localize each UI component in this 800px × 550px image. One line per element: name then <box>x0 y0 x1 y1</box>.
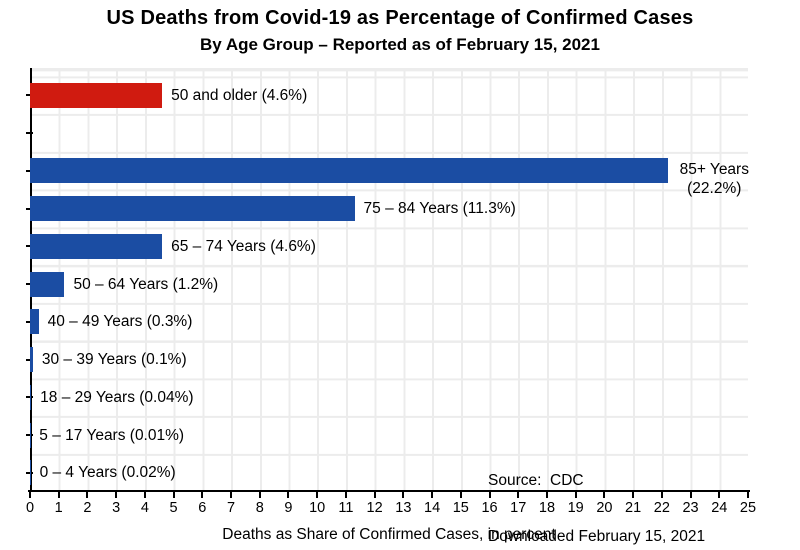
x-axis-tick <box>402 492 405 498</box>
bar <box>30 309 39 335</box>
bar-label: 0 – 4 Years (0.02%) <box>39 464 176 482</box>
x-axis-tick <box>718 492 721 498</box>
x-axis-tick <box>287 492 290 498</box>
y-axis-tick <box>26 320 33 323</box>
x-axis-tick <box>230 492 233 498</box>
x-tick-label: 19 <box>567 500 584 516</box>
x-tick-label: 0 <box>25 500 35 516</box>
y-axis-tick <box>26 434 33 437</box>
bar-label: 40 – 49 Years (0.3%) <box>47 313 193 331</box>
x-axis-tick <box>115 492 118 498</box>
x-axis-tick <box>660 492 663 498</box>
x-axis-tick <box>545 492 548 498</box>
plot-area: 50 and older (4.6%) 85+ Years (22.2%) 75 –… <box>26 68 756 516</box>
bar <box>30 460 31 486</box>
y-axis-tick <box>26 471 33 474</box>
y-axis-tick <box>26 396 33 399</box>
x-axis-line <box>28 490 750 492</box>
bar <box>30 233 163 259</box>
bar <box>30 347 33 373</box>
x-axis-title: Deaths as Share of Confirmed Cases, in p… <box>222 526 556 543</box>
x-axis-tick <box>344 492 347 498</box>
y-axis-tick <box>26 169 33 172</box>
bar-label: 85+ Years (22.2%) <box>679 161 749 197</box>
x-axis-tick <box>172 492 175 498</box>
y-axis-tick <box>26 207 33 210</box>
x-axis-tick <box>316 492 319 498</box>
x-tick-label: 18 <box>538 500 556 516</box>
y-axis-tick <box>26 245 33 248</box>
bar <box>30 158 668 184</box>
bar-label: 65 – 74 Years (4.6%) <box>171 237 316 255</box>
bar-label: 50 – 64 Years (1.2%) <box>73 275 219 293</box>
x-tick-label: 13 <box>395 500 412 516</box>
chart-subtitle: By Age Group – Reported as of February 1… <box>200 35 600 54</box>
x-axis-tick <box>488 492 491 498</box>
x-tick-label: 16 <box>481 500 498 516</box>
bar-label: 5 – 17 Years (0.01%) <box>39 426 185 444</box>
x-axis-tick <box>201 492 204 498</box>
x-tick-label: 10 <box>309 500 326 516</box>
x-axis-tick <box>747 492 749 498</box>
x-tick-label: 22 <box>653 500 670 516</box>
bar <box>30 271 65 297</box>
x-tick-label: 23 <box>682 500 699 516</box>
x-tick-label: 17 <box>510 500 527 516</box>
y-axis-tick <box>26 283 33 286</box>
x-axis-tick <box>689 492 692 498</box>
x-axis-tick <box>603 492 606 498</box>
x-axis-tick <box>143 492 146 498</box>
x-tick-label: 24 <box>711 500 728 516</box>
x-tick-label: 4 <box>140 500 149 516</box>
x-axis-tick <box>57 492 60 498</box>
x-tick-label: 8 <box>255 500 264 516</box>
x-tick-label: 7 <box>226 500 236 516</box>
x-axis-tick <box>29 492 31 498</box>
x-tick-label: 6 <box>198 500 207 516</box>
x-axis-tick <box>431 492 434 498</box>
bar-label: 75 – 84 Years (11.3%) <box>363 200 516 218</box>
x-axis-tick <box>459 492 462 498</box>
x-axis-tick <box>258 492 261 498</box>
y-axis-tick <box>26 94 33 97</box>
x-tick-label: 15 <box>452 500 469 516</box>
x-tick-label: 2 <box>83 500 92 516</box>
x-tick-label: 11 <box>338 500 354 516</box>
x-tick-label: 9 <box>284 500 293 516</box>
y-axis-tick <box>26 358 33 361</box>
y-axis-tick <box>26 132 33 135</box>
chart-title: US Deaths from Covid-19 as Percentage of… <box>106 7 694 29</box>
x-tick-label: 1 <box>54 500 63 516</box>
x-axis-tick <box>574 492 577 498</box>
x-tick-label: 20 <box>596 500 613 516</box>
x-axis-tick <box>632 492 635 498</box>
x-tick-label: 25 <box>739 500 757 516</box>
source-line: Source: CDC <box>488 472 584 489</box>
bar-label: 50 and older (4.6%) <box>171 86 308 104</box>
x-axis-tick <box>517 492 520 498</box>
bar <box>30 196 355 222</box>
source-note: Source: CDC Downloaded February 15, 2021 <box>488 435 705 550</box>
bar <box>30 82 163 108</box>
x-tick-label: 5 <box>169 500 178 516</box>
bar-label: 30 – 39 Years (0.1%) <box>41 351 187 369</box>
x-tick-label: 21 <box>625 500 642 516</box>
x-axis-tick <box>86 492 89 498</box>
source-line: Downloaded February 15, 2021 <box>488 527 706 545</box>
x-tick-label: 3 <box>112 500 121 516</box>
x-axis-tick <box>373 492 376 498</box>
bar <box>30 384 32 410</box>
x-tick-label: 14 <box>424 500 441 516</box>
bar-label: 18 – 29 Years (0.04%) <box>40 388 194 406</box>
x-tick-label: 12 <box>366 500 383 516</box>
